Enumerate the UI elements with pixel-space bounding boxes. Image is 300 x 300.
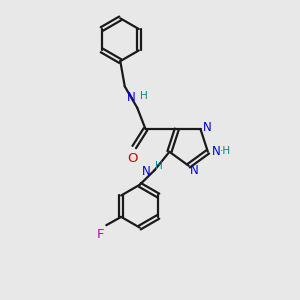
Text: N: N bbox=[203, 121, 212, 134]
Text: N: N bbox=[212, 145, 220, 158]
Text: H: H bbox=[155, 161, 163, 171]
Text: O: O bbox=[128, 152, 138, 165]
Text: F: F bbox=[96, 228, 104, 241]
Text: N: N bbox=[127, 91, 136, 104]
Text: H: H bbox=[140, 91, 147, 101]
Text: N: N bbox=[190, 164, 199, 177]
Text: N: N bbox=[142, 165, 151, 178]
Text: ·H: ·H bbox=[220, 146, 232, 156]
